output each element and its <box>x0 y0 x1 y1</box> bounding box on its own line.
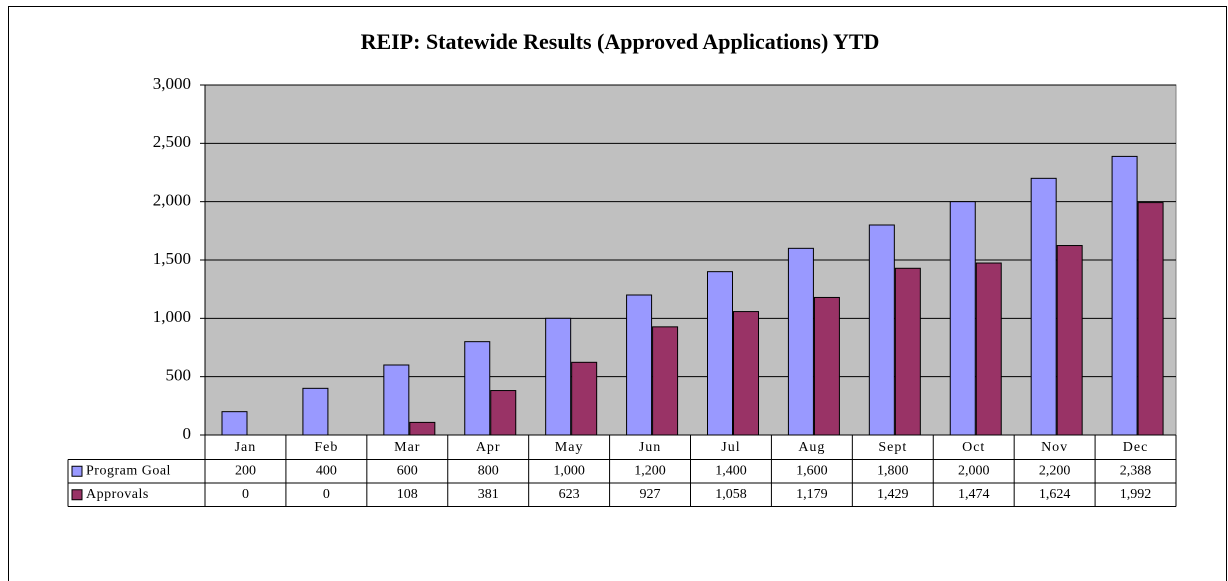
data-label: 1,400 <box>715 463 747 478</box>
data-label: 927 <box>640 487 661 502</box>
x-tick-label: Dec <box>1123 440 1149 455</box>
bar <box>383 364 410 436</box>
legend-key <box>71 489 83 501</box>
bar <box>571 361 598 436</box>
y-tick-label: 2,500 <box>153 132 191 151</box>
bar <box>787 247 814 436</box>
data-label: 600 <box>397 463 418 478</box>
data-label: 0 <box>323 487 330 502</box>
x-tick-label: Jul <box>721 440 740 455</box>
x-tick-label: Jan <box>235 440 257 455</box>
data-label: 200 <box>235 463 256 478</box>
chart-title: REIP: Statewide Results (Approved Applic… <box>361 29 880 54</box>
data-label: 2,000 <box>958 463 990 478</box>
x-tick-label: Jun <box>639 440 661 455</box>
data-label: 1,800 <box>877 463 909 478</box>
data-label: 381 <box>478 487 499 502</box>
bar <box>626 294 653 436</box>
y-tick-label: 2,000 <box>153 191 191 210</box>
bar <box>949 201 976 436</box>
y-tick-label: 0 <box>183 424 192 443</box>
x-tick-label: Feb <box>314 440 338 455</box>
data-label: 623 <box>559 487 580 502</box>
data-label: 1,000 <box>553 463 585 478</box>
y-tick-label: 3,000 <box>153 74 191 93</box>
bar <box>733 311 759 436</box>
data-label: 0 <box>242 487 249 502</box>
bar <box>1030 177 1057 436</box>
bar <box>464 341 491 436</box>
bar <box>1111 155 1138 436</box>
x-tick-label: Oct <box>962 440 985 455</box>
x-tick-label: Aug <box>798 440 825 455</box>
data-label: 1,429 <box>877 487 909 502</box>
bar <box>1137 202 1164 436</box>
y-tick-label: 1,500 <box>153 249 191 268</box>
bar <box>221 411 248 436</box>
data-label: 400 <box>316 463 337 478</box>
x-tick-label: Mar <box>394 440 420 455</box>
data-label: 1,058 <box>715 487 747 502</box>
data-label: 2,200 <box>1039 463 1071 478</box>
legend-label: Approvals <box>86 487 149 502</box>
bar <box>302 387 329 436</box>
legend-key <box>71 465 83 477</box>
x-tick-label: Apr <box>476 440 501 455</box>
data-label: 1,992 <box>1120 487 1152 502</box>
data-label: 800 <box>478 463 499 478</box>
bar <box>490 390 517 436</box>
y-tick-label: 1,000 <box>153 307 191 326</box>
bar <box>409 421 436 436</box>
data-label: 108 <box>397 487 418 502</box>
bar <box>545 317 572 436</box>
legend-label: Program Goal <box>86 463 171 478</box>
data-label: 1,624 <box>1039 487 1071 502</box>
data-label: 2,388 <box>1120 463 1152 478</box>
data-label: 1,200 <box>634 463 666 478</box>
bar <box>868 224 895 436</box>
x-tick-label: Sept <box>878 440 907 455</box>
x-tick-label: May <box>555 440 584 455</box>
y-tick-label: 500 <box>166 366 192 385</box>
bar <box>975 262 1002 436</box>
x-tick-label: Nov <box>1041 440 1068 455</box>
data-label: 1,474 <box>958 487 990 502</box>
bar <box>813 296 840 436</box>
bar <box>894 267 921 436</box>
bar <box>707 271 733 436</box>
bar <box>1056 245 1083 436</box>
data-label: 1,179 <box>796 487 828 502</box>
data-label: 1,600 <box>796 463 828 478</box>
bar <box>652 326 679 436</box>
